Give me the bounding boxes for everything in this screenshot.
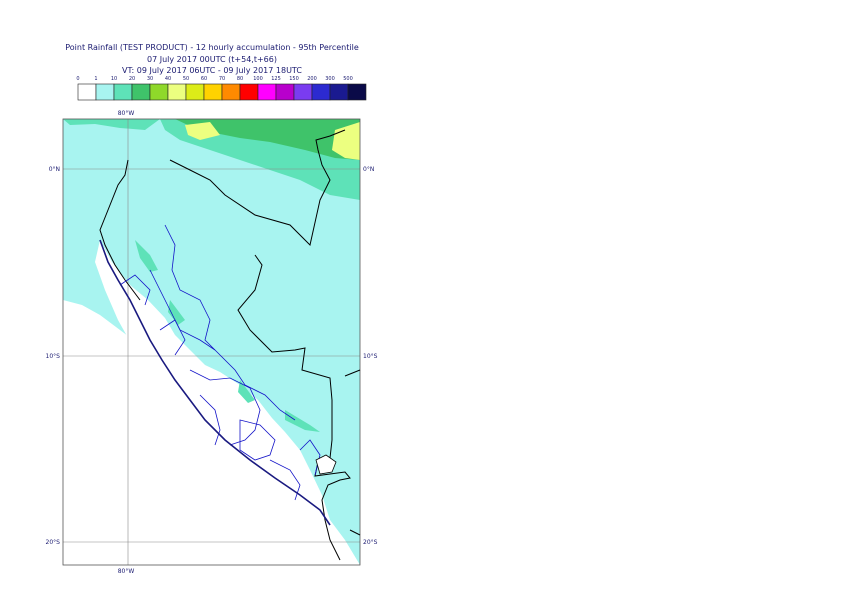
legend-threshold-label: 200 xyxy=(307,76,317,82)
latitude-label-right: 0°N xyxy=(363,166,374,173)
latitude-label-left: 0°N xyxy=(49,166,60,173)
ocean-streak xyxy=(75,395,120,432)
longitude-label: 80°W xyxy=(118,568,135,575)
legend-threshold-label: 500 xyxy=(343,76,353,82)
coastline xyxy=(99,239,331,526)
latitude-label-left: 20°S xyxy=(46,539,61,546)
latitude-label-left: 10°S xyxy=(46,353,61,360)
legend-swatch xyxy=(347,83,367,101)
valid-time-subtitle: VT: 09 July 2017 06UTC - 09 July 2017 18… xyxy=(122,66,302,75)
map-title: Point Rainfall (TEST PRODUCT) - 12 hourl… xyxy=(65,43,359,52)
dry-area-south-ocean xyxy=(63,420,140,565)
legend-threshold-label: 0 xyxy=(76,76,79,82)
dry-area-andes xyxy=(95,240,333,565)
run-time-subtitle: 07 July 2017 00UTC (t+54,t+66) xyxy=(147,55,277,64)
heavier-rain-band-north xyxy=(175,119,360,160)
color-legend: 0 1 10 20 30 40 50 60 70 80 100 125 150 200 300 500 xyxy=(76,76,367,101)
latitude-label-right: 10°S xyxy=(363,353,378,360)
country-borders xyxy=(99,129,361,561)
legend-threshold-label: 40 xyxy=(165,76,171,82)
legend-threshold-label: 30 xyxy=(147,76,153,82)
legend-threshold-label: 60 xyxy=(201,76,207,82)
legend-threshold-label: 125 xyxy=(271,76,281,82)
graticule xyxy=(63,119,360,565)
legend-threshold-label: 100 xyxy=(253,76,263,82)
longitude-label: 80°W xyxy=(118,110,135,117)
legend-threshold-label: 80 xyxy=(237,76,243,82)
ocean-streak xyxy=(70,340,130,395)
legend-threshold-label: 1 xyxy=(94,76,97,82)
legend-threshold-label: 150 xyxy=(289,76,299,82)
legend-threshold-label: 20 xyxy=(129,76,135,82)
latitude-label-right: 20°S xyxy=(363,539,378,546)
legend-threshold-label: 70 xyxy=(219,76,225,82)
map-frame xyxy=(62,118,361,566)
legend-threshold-label: 10 xyxy=(111,76,117,82)
mid-rain-band xyxy=(63,119,160,130)
admin-borders xyxy=(119,224,321,501)
yellow-rain-core xyxy=(332,122,360,160)
legend-threshold-label: 50 xyxy=(183,76,189,82)
legend-threshold-label: 300 xyxy=(325,76,335,82)
yellow-rain-core xyxy=(185,122,220,140)
lake-titicaca xyxy=(315,454,337,475)
